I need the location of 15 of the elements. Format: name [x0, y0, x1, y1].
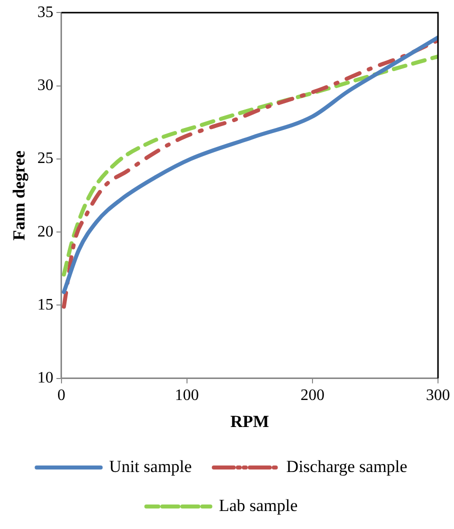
- y-tick-label: 25: [37, 150, 54, 168]
- x-axis-title: RPM: [230, 412, 270, 432]
- y-tick-label: 30: [37, 76, 54, 94]
- y-tick-label: 10: [37, 370, 54, 387]
- x-tick-label: 100: [174, 387, 199, 404]
- x-tick-label: 200: [300, 387, 324, 404]
- x-tick-label: 300: [426, 387, 450, 404]
- legend-label: Discharge sample: [286, 456, 408, 476]
- legend-label: Lab sample: [218, 496, 298, 515]
- y-tick-label: 15: [37, 296, 54, 314]
- y-axis-title: Fann degree: [10, 150, 29, 240]
- x-tick-label: 0: [57, 387, 66, 404]
- y-tick-label: 35: [37, 4, 54, 21]
- legend-label: Unit sample: [109, 456, 192, 476]
- y-tick-label: 20: [37, 223, 54, 240]
